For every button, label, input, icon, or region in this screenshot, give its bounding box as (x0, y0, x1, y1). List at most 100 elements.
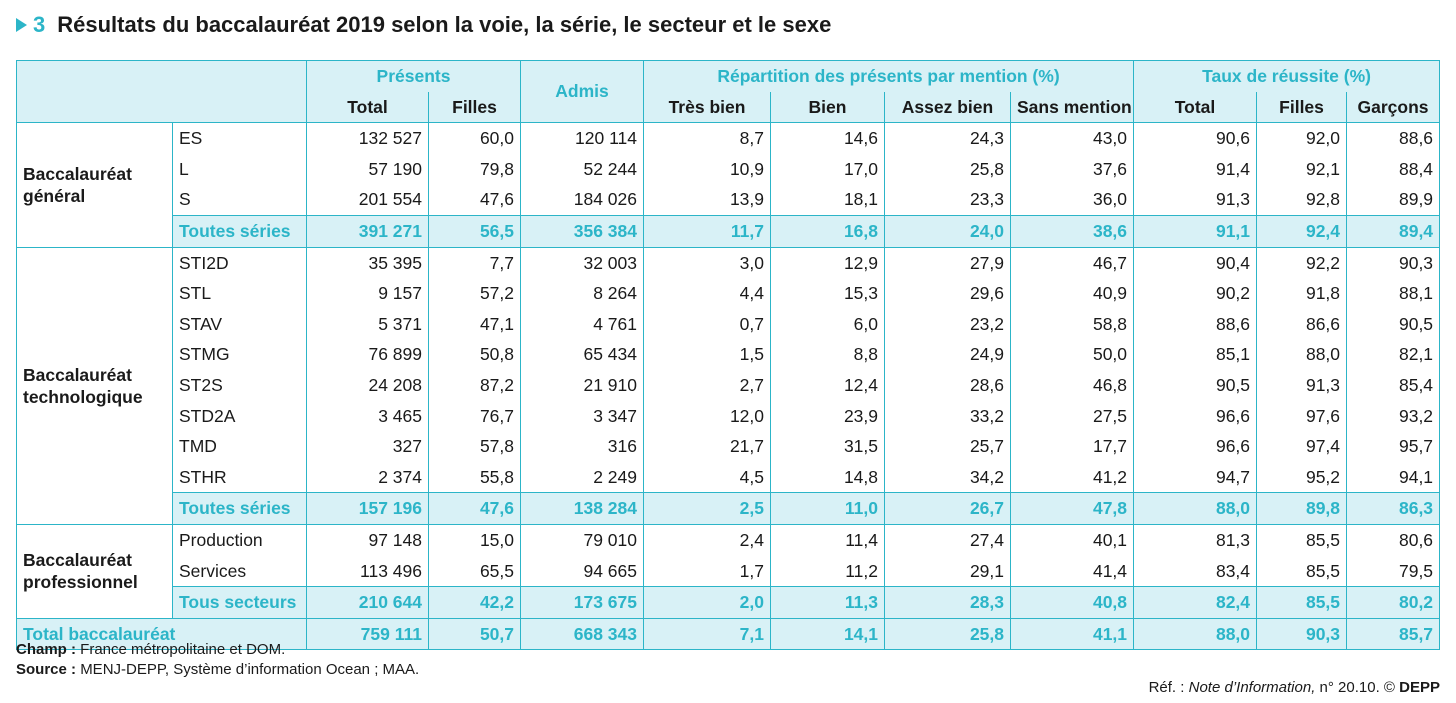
series-label: STAV (172, 308, 307, 340)
cell-bien: 14,8 (770, 461, 885, 493)
cell-taux-filles: 89,8 (1256, 492, 1347, 525)
cell-taux-filles: 85,5 (1256, 524, 1347, 556)
cell-taux-filles: 97,6 (1256, 400, 1347, 432)
header-sans-mention: Sans mention (1009, 91, 1134, 123)
cell-taux-total: 83,4 (1133, 555, 1257, 587)
table-row: ST2S 24 208 87,2 21 910 2,7 12,4 28,6 46,8 90,5 9… (17, 369, 1441, 401)
series-label: S (172, 184, 307, 216)
cell-taux-garcons: 85,7 (1346, 618, 1441, 650)
cell-assez-bien: 26,7 (884, 492, 1011, 525)
table-row: STHR 2 374 55,8 2 249 4,5 14,8 34,2 41,2 94,7 95,… (17, 461, 1441, 493)
cell-presents-total: 97 148 (306, 524, 429, 556)
header-taux: Taux de réussite (%) (1133, 60, 1441, 92)
cell-admis: 120 114 (520, 122, 644, 154)
cell-admis: 316 (520, 431, 644, 462)
cell-taux-total: 91,3 (1133, 184, 1257, 216)
header-bien: Bien (770, 91, 885, 123)
cell-admis: 21 910 (520, 369, 644, 401)
table-row: STD2A 3 465 76,7 3 347 12,0 23,9 33,2 27,5 96,6 9… (17, 400, 1441, 432)
subtotal-row: Toutes séries 391 271 56,5 356 384 11,7 16,8 2… (16, 215, 1441, 248)
cell-assez-bien: 25,7 (884, 431, 1011, 462)
cell-sans-mention: 27,5 (1009, 400, 1134, 432)
series-label: STL (172, 278, 307, 309)
cell-sans-mention: 40,9 (1009, 278, 1134, 309)
cell-presents-total: 57 190 (306, 153, 429, 185)
cell-taux-garcons: 85,4 (1346, 369, 1441, 401)
cell-assez-bien: 34,2 (884, 461, 1011, 493)
cell-admis: 4 761 (520, 308, 644, 340)
series-label: STHR (172, 461, 307, 493)
cell-sans-mention: 40,1 (1009, 524, 1134, 556)
cell-taux-filles: 86,6 (1256, 308, 1347, 340)
table-row: Baccalauréat général ES 132 527 60,0 120 114… (16, 122, 1441, 248)
cell-tres-bien: 10,9 (643, 153, 771, 185)
cell-admis: 52 244 (520, 153, 644, 185)
header-taux-total: Total (1133, 91, 1257, 123)
cell-assez-bien: 33,2 (884, 400, 1011, 432)
cell-bien: 23,9 (770, 400, 885, 432)
cell-taux-filles: 91,8 (1256, 278, 1347, 309)
cell-bien: 6,0 (770, 308, 885, 340)
cell-presents-total: 5 371 (306, 308, 429, 340)
table-row: Baccalauréat technologique STI2D 35 395 7,7… (16, 246, 1441, 525)
cell-taux-garcons: 94,1 (1346, 461, 1441, 493)
cell-taux-total: 88,0 (1133, 492, 1257, 525)
cell-tres-bien: 2,0 (643, 586, 771, 619)
cell-presents-total: 201 554 (306, 184, 429, 216)
cell-presents-filles: 87,2 (428, 369, 521, 401)
table-row: TMD 327 57,8 316 21,7 31,5 25,7 17,7 96,6 97,4 95,… (17, 431, 1441, 462)
subtotal-row: Toutes séries 157 196 47,6 138 284 2,5 11,0 26… (16, 492, 1441, 525)
cell-sans-mention: 40,8 (1009, 586, 1134, 619)
cell-assez-bien: 24,9 (884, 339, 1011, 370)
cell-taux-total: 91,4 (1133, 153, 1257, 185)
table-row: Baccalauréat professionnel Production 97 1… (16, 523, 1441, 619)
cell-assez-bien: 23,3 (884, 184, 1011, 216)
cell-admis: 2 249 (520, 461, 644, 493)
cell-taux-garcons: 89,9 (1346, 184, 1441, 216)
cell-presents-filles: 60,0 (428, 122, 521, 154)
cell-presents-total: 391 271 (306, 215, 429, 248)
cell-presents-total: 327 (306, 431, 429, 462)
cell-assez-bien: 24,0 (884, 215, 1011, 248)
cell-assez-bien: 28,6 (884, 369, 1011, 401)
cell-bien: 15,3 (770, 278, 885, 309)
cell-admis: 184 026 (520, 184, 644, 216)
cell-taux-filles: 95,2 (1256, 461, 1347, 493)
group-label: Baccalauréat technologique (16, 246, 173, 525)
cell-presents-filles: 47,1 (428, 308, 521, 340)
cell-taux-total: 88,0 (1133, 618, 1257, 650)
cell-bien: 31,5 (770, 431, 885, 462)
reference: Réf. : Note d’Information, n° 20.10. © D… (1148, 679, 1440, 696)
cell-admis: 79 010 (520, 524, 644, 556)
series-label: ST2S (172, 369, 307, 401)
cell-tres-bien: 4,5 (643, 461, 771, 493)
cell-taux-garcons: 88,4 (1346, 153, 1441, 185)
cell-taux-garcons: 82,1 (1346, 339, 1441, 370)
cell-tres-bien: 21,7 (643, 431, 771, 462)
cell-taux-total: 90,6 (1133, 122, 1257, 154)
cell-taux-filles: 97,4 (1256, 431, 1347, 462)
cell-presents-total: 3 465 (306, 400, 429, 432)
cell-admis: 138 284 (520, 492, 644, 525)
cell-assez-bien: 25,8 (884, 618, 1011, 650)
cell-sans-mention: 37,6 (1009, 153, 1134, 185)
header-assez-bien: Assez bien (884, 91, 1011, 123)
cell-taux-filles: 92,1 (1256, 153, 1347, 185)
cell-presents-filles: 55,8 (428, 461, 521, 493)
cell-tres-bien: 0,7 (643, 308, 771, 340)
cell-taux-filles: 88,0 (1256, 339, 1347, 370)
cell-presents-filles: 50,7 (428, 618, 521, 650)
series-label: Services (172, 555, 307, 587)
cell-tres-bien: 1,5 (643, 339, 771, 370)
cell-sans-mention: 41,2 (1009, 461, 1134, 493)
cell-presents-total: 9 157 (306, 278, 429, 309)
cell-taux-total: 85,1 (1133, 339, 1257, 370)
header-taux-filles: Filles (1256, 91, 1347, 123)
cell-tres-bien: 1,7 (643, 555, 771, 587)
cell-taux-total: 88,6 (1133, 308, 1257, 340)
cell-presents-filles: 76,7 (428, 400, 521, 432)
cell-presents-filles: 57,2 (428, 278, 521, 309)
cell-assez-bien: 23,2 (884, 308, 1011, 340)
header-total: Total (306, 91, 429, 123)
cell-sans-mention: 41,1 (1009, 618, 1134, 650)
